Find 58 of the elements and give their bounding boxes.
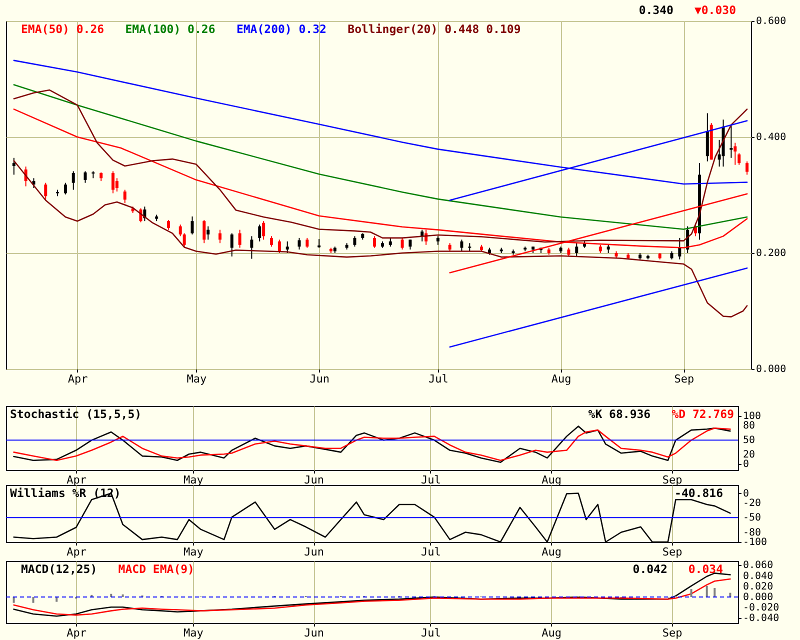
annotation: 0.042: [632, 562, 668, 576]
series-label: %K 68.936: [588, 407, 651, 421]
x-tick-label: Sep: [662, 626, 682, 640]
y-tick-label: 0.400: [756, 132, 786, 143]
x-tick-label: Apr: [66, 546, 87, 558]
text: ▼0.030: [694, 3, 736, 17]
x-tick-label: Jul: [420, 546, 441, 558]
x-tick-label: Jun: [304, 626, 324, 640]
y-tick-label: 0: [743, 488, 750, 500]
y-tick-label: 0.000: [756, 364, 786, 375]
chart-title: Stochastic (15,5,5): [10, 407, 142, 421]
text: MACD(12,25): [21, 562, 98, 576]
annotation: 0.034: [688, 562, 724, 576]
x-tick-label: Jun: [304, 546, 324, 558]
x-tick-label: Sep: [662, 546, 682, 558]
y-tick-label: 0.040: [743, 570, 774, 582]
x-tick-label: Sep: [674, 372, 694, 386]
y-tick-label: 0.000: [743, 592, 774, 604]
series-label: %D 72.769: [672, 407, 734, 421]
x-tick-label: Aug: [542, 474, 562, 486]
y-tick-label: 0.200: [756, 248, 786, 259]
x-tick-label: Jul: [420, 626, 441, 640]
x-tick-label: May: [183, 546, 204, 558]
x-tick-label: May: [183, 474, 204, 486]
y-tick-label: -0.020: [743, 602, 780, 614]
y-tick-label: -20: [743, 498, 762, 510]
x-tick-label: Jul: [428, 372, 448, 386]
x-tick-label: Jun: [310, 372, 330, 386]
y-tick-label: 0.020: [743, 581, 774, 592]
x-tick-label: May: [183, 626, 204, 640]
y-tick-label: 0.600: [756, 16, 786, 27]
x-tick-label: Apr: [66, 474, 87, 486]
text: EMA(100) 0.26: [125, 22, 216, 36]
y-tick-label: 100: [743, 411, 762, 422]
y-tick-label: -50: [743, 512, 762, 524]
x-tick-label: Jun: [304, 474, 324, 486]
y-tick-label: -0.040: [743, 613, 780, 624]
y-tick-label: -100: [743, 537, 768, 548]
text: EMA(200) 0.32: [236, 22, 326, 36]
text: 0.340: [638, 3, 674, 17]
y-tick-label: 20: [743, 450, 756, 461]
annotation: -40.816: [674, 486, 724, 500]
text: MACD EMA(9): [118, 562, 194, 576]
y-tick-label: 0: [743, 459, 750, 470]
x-tick-label: Apr: [68, 372, 88, 386]
x-tick-label: Aug: [542, 546, 562, 558]
text: EMA(50) 0.26: [21, 22, 104, 36]
x-tick-label: Apr: [66, 626, 87, 640]
x-tick-label: Sep: [662, 474, 682, 486]
y-tick-label: 80: [743, 420, 756, 432]
y-tick-label: 50: [743, 435, 756, 446]
x-tick-label: Aug: [542, 626, 562, 640]
text: Bollinger(20) 0.448 0.109: [348, 22, 521, 36]
x-tick-label: May: [186, 372, 208, 386]
y-tick-label: -80: [743, 527, 762, 538]
x-tick-label: Aug: [551, 372, 572, 386]
y-tick-label: 0.060: [743, 560, 774, 572]
x-tick-label: Jul: [420, 474, 441, 486]
